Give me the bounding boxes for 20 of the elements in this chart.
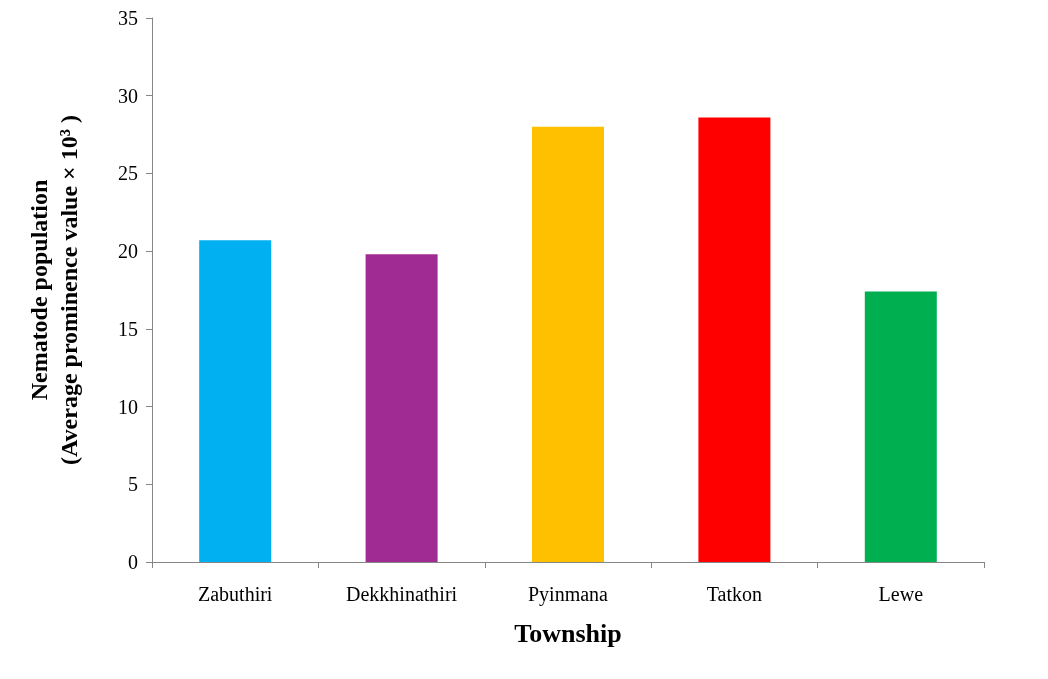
y-tick-label: 25 (118, 162, 138, 185)
x-tick-label: Zabuthiri (197, 583, 273, 605)
y-tick-label: 20 (118, 240, 138, 263)
x-tick-label: Dekkhinathiri (346, 583, 458, 605)
y-tick-label: 5 (128, 473, 138, 496)
y-tick-label: 0 (128, 551, 138, 573)
x-tick-label: Pyinmana (528, 583, 609, 606)
y-tick-label: 35 (118, 7, 138, 29)
y-axis-title: Nematode population (Average prominence value × 10³ ) (26, 115, 82, 465)
bar (199, 240, 272, 562)
bar (532, 126, 604, 562)
x-axis-title: Township (514, 618, 622, 648)
x-tick-label: Tatkon (706, 583, 763, 605)
x-tick-label: Lewe (878, 583, 924, 605)
bar (365, 254, 438, 562)
bar (864, 291, 937, 562)
y-tick-label: 30 (118, 84, 138, 107)
y-tick-label: 15 (118, 317, 138, 340)
bar (698, 117, 771, 562)
y-tick-label: 10 (118, 395, 138, 418)
